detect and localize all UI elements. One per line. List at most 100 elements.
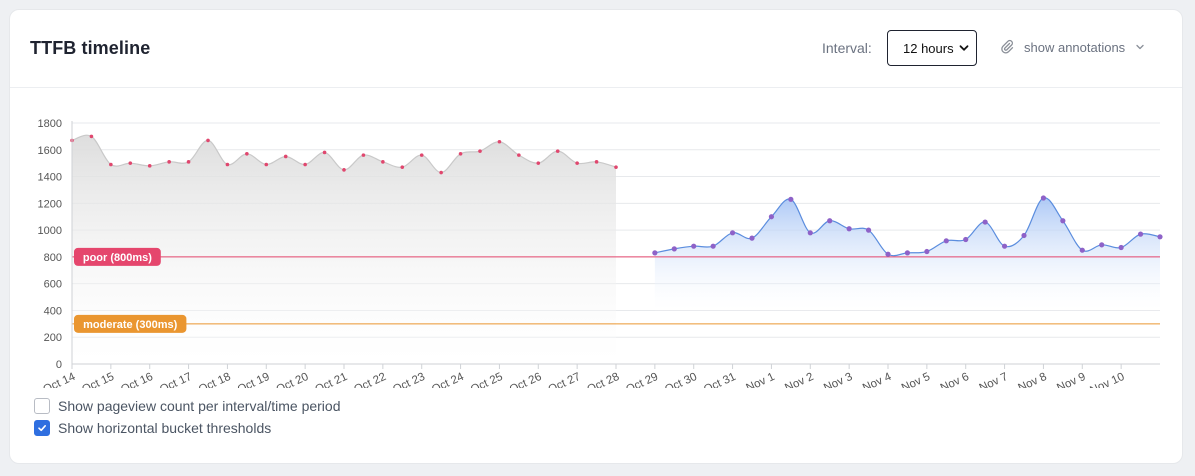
x-tick-label: Oct 28 [585, 371, 621, 388]
data-point-gray [89, 134, 94, 139]
area-layer [71, 134, 1161, 364]
data-point-blue [1021, 232, 1027, 239]
x-tick-label: Oct 15 [80, 371, 116, 388]
paperclip-icon [1001, 39, 1014, 54]
y-tick-label: 600 [44, 279, 62, 291]
poor-threshold-badge: poor (800ms) [74, 247, 161, 266]
data-point-gray [128, 161, 133, 165]
x-tick-label: Oct 25 [469, 371, 505, 388]
data-point-blue [827, 218, 833, 224]
interval-select[interactable]: 12 hours [887, 30, 977, 66]
chevron-down-icon [1136, 44, 1144, 50]
x-tick-label: Oct 23 [391, 371, 427, 388]
x-tick-label: Oct 22 [352, 371, 388, 388]
y-tick-label: 400 [44, 305, 62, 317]
card-title: TTFB timeline [30, 38, 151, 58]
x-tick-label: Nov 5 [900, 371, 932, 388]
interval-value: 12 hours [903, 40, 954, 56]
data-point-blue [729, 230, 736, 236]
data-point-gray [614, 165, 618, 169]
y-tick-label: 1400 [38, 172, 62, 184]
x-tick-label: Oct 27 [547, 371, 583, 388]
data-point-gray [245, 151, 249, 156]
bucket-thresholds-option[interactable]: Show horizontal bucket thresholds [34, 420, 271, 436]
data-point-blue [671, 246, 677, 252]
data-point-blue [924, 248, 930, 255]
data-point-blue [963, 236, 969, 243]
chart-area: poor (800ms) moderate (300ms) 0 200 400 600 8… [10, 88, 1184, 397]
x-tick-label: Nov 10 [1088, 371, 1126, 388]
threshold-label: poor (800ms) [83, 252, 152, 264]
data-point-gray [109, 162, 113, 167]
x-tick-label: Nov 3 [822, 371, 854, 388]
data-point-blue [1060, 218, 1066, 224]
data-point-gray [594, 160, 599, 164]
data-point-blue [865, 227, 872, 233]
data-point-gray [478, 149, 482, 153]
x-tick-label: Oct 26 [508, 371, 544, 388]
show-annotations-toggle[interactable]: show annotations [1000, 39, 1145, 55]
data-point-gray [225, 162, 230, 167]
data-point-gray [555, 149, 560, 153]
card-header: TTFB timeline Interval: 12 hours show an… [10, 10, 1182, 88]
data-point-gray [458, 151, 463, 156]
x-tick-label: Oct 29 [624, 371, 660, 388]
moderate-threshold-badge: moderate (300ms) [74, 314, 187, 333]
data-point-gray [439, 170, 443, 175]
bucket-thresholds-checkbox[interactable] [34, 420, 50, 436]
x-tick-label: Oct 17 [158, 371, 194, 388]
threshold-badge-bg [74, 314, 187, 333]
data-point-gray [517, 153, 521, 157]
chevron-down-icon [959, 45, 969, 51]
x-tick-label: Oct 14 [41, 371, 77, 388]
x-tick-label: Nov 8 [1016, 371, 1048, 388]
x-tick-label: Oct 30 [663, 371, 699, 388]
x-tick-label: Nov 1 [744, 371, 776, 388]
data-point-gray [536, 161, 541, 165]
data-point-blue [1157, 234, 1163, 240]
x-tick-label: Nov 4 [861, 371, 894, 388]
data-point-gray [303, 162, 307, 167]
data-point-blue [982, 219, 988, 225]
x-tick-label: Oct 18 [197, 371, 233, 388]
pageview-count-option[interactable]: Show pageview count per interval/time pe… [34, 398, 341, 414]
threshold-badge-bg [74, 247, 161, 266]
threshold-label: moderate (300ms) [83, 319, 177, 331]
data-point-blue [943, 238, 949, 244]
checkmark-icon [38, 425, 46, 432]
x-tick-label: Oct 20 [275, 371, 311, 388]
y-tick-label: 800 [44, 252, 62, 264]
data-point-gray [400, 165, 405, 169]
data-point-gray [361, 153, 366, 157]
y-tick-label: 1200 [38, 198, 62, 210]
data-point-blue [1099, 242, 1105, 248]
data-point-gray [147, 164, 152, 168]
data-point-gray [575, 161, 579, 165]
data-point-blue [846, 226, 852, 232]
ttfb-chart: poor (800ms) moderate (300ms) 0 200 400 600 8… [38, 118, 1163, 397]
data-point-gray [206, 138, 210, 143]
data-point-blue [807, 230, 813, 236]
y-tick-label: 1000 [38, 225, 62, 237]
data-point-gray [322, 150, 327, 155]
y-tick-label: 1800 [38, 118, 62, 130]
data-point-blue [749, 235, 755, 241]
data-point-blue [691, 243, 697, 249]
data-point-blue [1040, 195, 1047, 201]
x-tick-label: Oct 16 [119, 371, 155, 388]
data-point-gray [419, 153, 424, 157]
data-point-blue [1001, 243, 1008, 249]
data-point-blue [788, 196, 794, 202]
data-point-gray [283, 154, 288, 159]
show-annotations-label: show annotations [1024, 39, 1126, 55]
data-point-blue [768, 214, 775, 220]
data-point-blue [1118, 244, 1124, 251]
x-tick-label: Nov 7 [978, 371, 1010, 388]
data-point-blue [904, 250, 911, 256]
data-point-gray [167, 160, 171, 164]
data-point-gray [497, 139, 502, 144]
data-point-blue [885, 251, 891, 257]
y-tick-label: 1600 [38, 145, 62, 157]
pageview-count-checkbox[interactable] [34, 398, 50, 414]
x-tick-label: Nov 6 [939, 371, 971, 388]
